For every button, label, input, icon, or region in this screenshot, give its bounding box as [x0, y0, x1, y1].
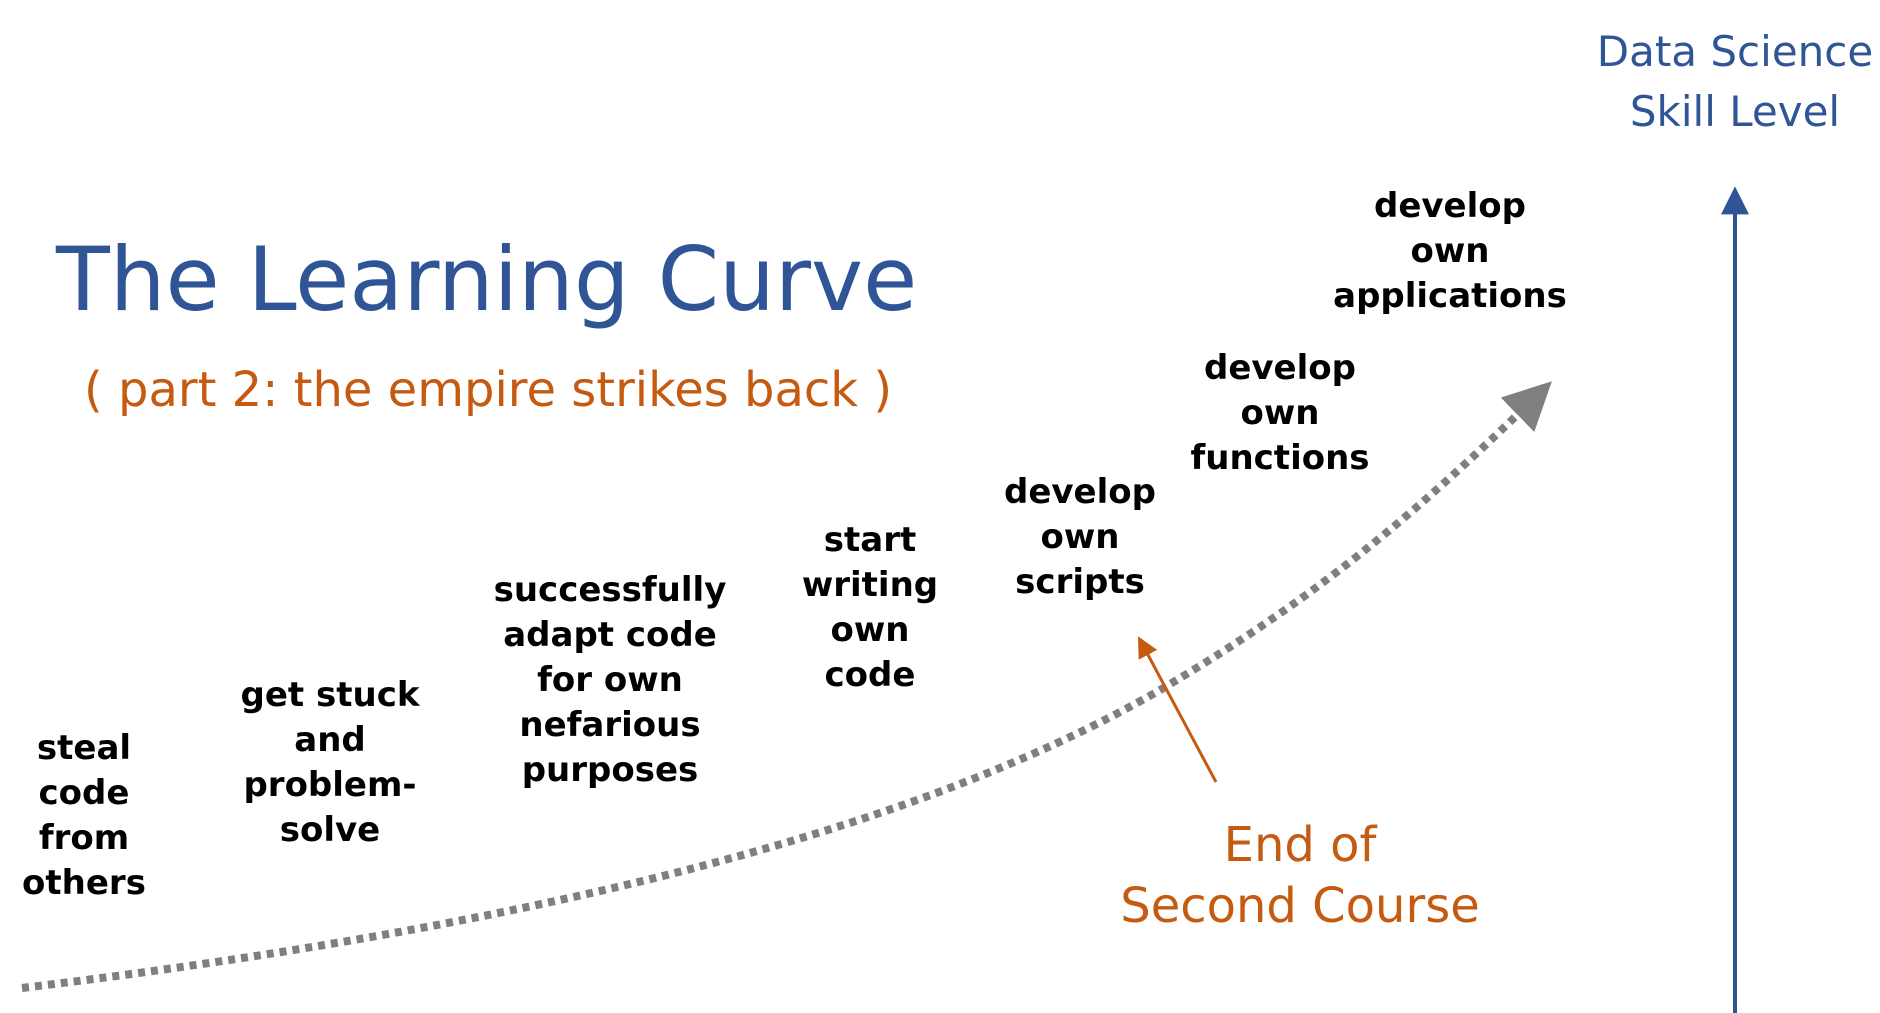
- stage-own-scripts: develop own scripts: [1000, 470, 1160, 605]
- page-title: The Learning Curve: [56, 228, 918, 331]
- stage-line: start: [823, 520, 917, 560]
- stage-line: functions: [1190, 438, 1370, 478]
- stage-line: own: [1040, 517, 1120, 557]
- stage-line: adapt code: [503, 615, 717, 655]
- axis-label-line-2: Skill Level: [1629, 87, 1841, 136]
- stage-line: purposes: [521, 750, 699, 790]
- stage-line: solve: [279, 810, 381, 850]
- stage-line: for own: [537, 660, 683, 700]
- stage-line: applications: [1333, 276, 1567, 316]
- end-of-second-course-label: End of Second Course: [1090, 815, 1510, 937]
- stage-adapt-code: successfully adapt code for own nefariou…: [490, 568, 730, 793]
- stage-line: scripts: [1015, 562, 1145, 602]
- stage-line: steal: [36, 728, 132, 768]
- stage-line: own: [1240, 393, 1320, 433]
- stage-line: develop: [1374, 186, 1526, 226]
- stage-steal-code: steal code from others: [14, 726, 154, 906]
- learning-curve-line: [21, 381, 1552, 992]
- stage-line: problem-: [243, 765, 417, 805]
- stage-line: develop: [1204, 348, 1356, 388]
- skill-level-axis-label: Data Science Skill Level: [1570, 22, 1880, 142]
- annotation-line-2: Second Course: [1120, 878, 1480, 934]
- stage-line: from: [38, 818, 130, 858]
- stage-line: get stuck: [240, 675, 420, 715]
- annotation-line-1: End of: [1223, 817, 1377, 873]
- stage-own-functions: develop own functions: [1185, 346, 1375, 481]
- stage-line: and: [294, 720, 366, 760]
- stage-own-applications: develop own applications: [1330, 184, 1570, 319]
- stage-line: own: [830, 610, 910, 650]
- stage-line: own: [1410, 231, 1490, 271]
- stage-line: others: [22, 863, 146, 903]
- axis-label-line-1: Data Science: [1596, 27, 1874, 76]
- stage-line: code: [824, 655, 916, 695]
- stage-line: writing: [801, 565, 939, 605]
- end-of-course-pointer-arrow: [1138, 636, 1218, 783]
- stage-line: nefarious: [519, 705, 701, 745]
- stage-write-own-code: start writing own code: [790, 518, 950, 698]
- stage-line: develop: [1004, 472, 1156, 512]
- page-subtitle: ( part 2: the empire strikes back ): [84, 362, 893, 418]
- stage-problem-solve: get stuck and problem- solve: [230, 673, 430, 853]
- stage-line: code: [38, 773, 130, 813]
- stage-line: successfully: [493, 570, 727, 610]
